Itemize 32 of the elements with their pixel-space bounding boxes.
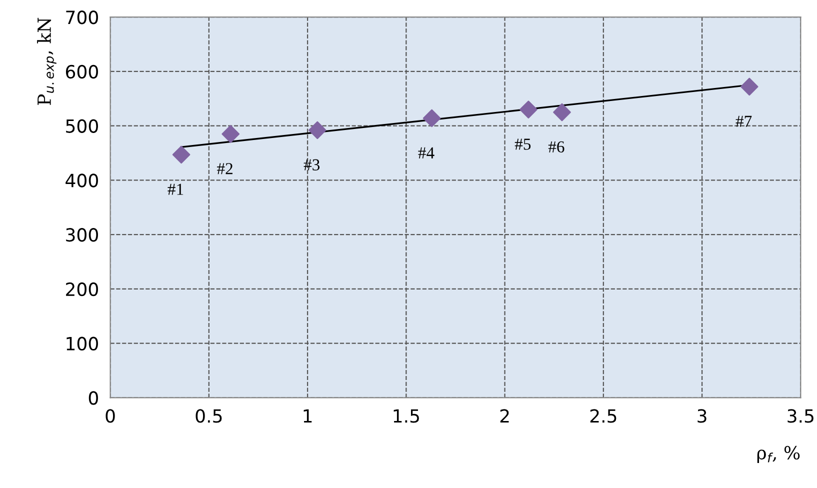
y-tick-label: 200 — [66, 282, 98, 296]
x-tick-label: 1.5 — [394, 409, 419, 423]
point — [222, 125, 240, 143]
point — [422, 109, 441, 128]
x-tick-label: 1 — [304, 409, 312, 423]
point — [740, 78, 758, 96]
y-axis-title: P$_{u.exp}$, kN — [37, 18, 56, 105]
y-tick-label: 400 — [66, 174, 98, 188]
annotation: #7 — [736, 116, 752, 127]
annotation: #5 — [514, 138, 531, 150]
annotation: #6 — [548, 141, 564, 153]
annotation: #4 — [418, 147, 434, 158]
x-tick-label: 0 — [106, 409, 115, 423]
x-axis-title: ρ$_{f}$, % — [757, 446, 800, 464]
y-tick-label: 500 — [66, 119, 98, 133]
y-tick-label: 100 — [66, 336, 98, 350]
x-tick-label: 2.5 — [590, 409, 616, 423]
x-tick-label: 3.5 — [788, 409, 814, 423]
x-tick-label: 2 — [500, 409, 509, 423]
point — [520, 100, 538, 118]
x-tick-label: 3 — [698, 409, 706, 423]
y-tick-label: 0 — [88, 391, 98, 405]
point — [308, 121, 326, 140]
point — [172, 146, 190, 164]
y-tick-label: 700 — [66, 10, 98, 24]
annotation: #3 — [304, 159, 320, 170]
x-tick-label: 0.5 — [196, 409, 222, 423]
y-tick-label: 300 — [66, 228, 98, 242]
point — [553, 103, 571, 122]
annotation: #2 — [217, 163, 232, 174]
y-tick-label: 600 — [66, 64, 98, 79]
annotation: #1 — [168, 184, 184, 195]
